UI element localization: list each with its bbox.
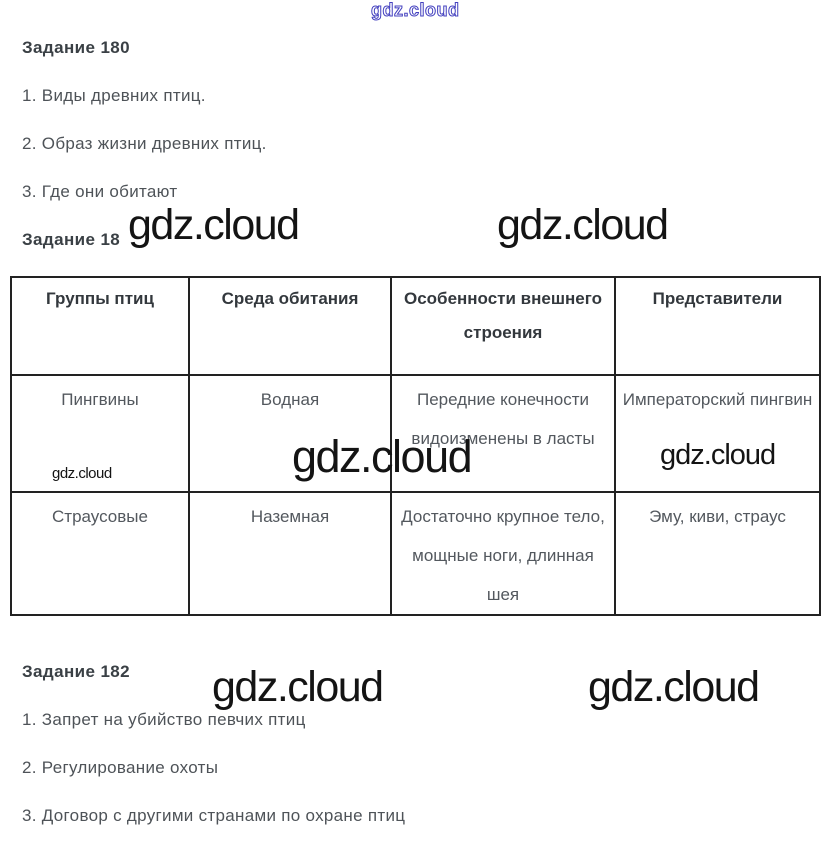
- cell-representatives: Эму, киви, страус: [614, 491, 821, 616]
- task-182-heading: Задание 182: [22, 662, 131, 681]
- watermark-gdz-cloud: gdz.cloud: [128, 201, 300, 249]
- cell-group: Страусовые: [10, 491, 190, 616]
- watermark-gdz-cloud: gdz.cloud: [497, 201, 669, 249]
- task-180-item-3: 3. Где они обитают: [22, 182, 178, 201]
- birds-table: Группы птиц Среда обитания Особенности в…: [10, 276, 821, 616]
- watermark-gdz-cloud-outline: gdz.cloud: [371, 0, 460, 20]
- column-header-features: Особенности внешнего строения: [390, 276, 616, 376]
- task-182-item-3: 3. Договор с другими странами по охране …: [22, 806, 406, 825]
- watermark-gdz-cloud: gdz.cloud: [52, 465, 112, 482]
- column-header-groups: Группы птиц: [10, 276, 190, 376]
- table-header-row: Группы птиц Среда обитания Особенности в…: [10, 276, 821, 376]
- task-182-item-1: 1. Запрет на убийство певчих птиц: [22, 710, 306, 729]
- table-row: Пингвины Водная Передние конечности видо…: [10, 374, 821, 493]
- task-180-item-2: 2. Образ жизни древних птиц.: [22, 134, 267, 153]
- cell-habitat: Наземная: [188, 491, 392, 616]
- watermark-gdz-cloud: gdz.cloud: [212, 663, 384, 711]
- watermark-gdz-cloud: gdz.cloud: [660, 439, 776, 471]
- task-180-item-1: 1. Виды древних птиц.: [22, 86, 206, 105]
- column-header-representatives: Представители: [614, 276, 821, 376]
- table-row: Страусовые Наземная Достаточно крупное т…: [10, 491, 821, 616]
- cell-group: Пингвины: [10, 374, 190, 493]
- cell-habitat: Водная: [188, 374, 392, 493]
- cell-representatives: Императорский пингвин: [614, 374, 821, 493]
- cell-features: Передние конечности видоизменены в ласты: [390, 374, 616, 493]
- task-182-item-2: 2. Регулирование охоты: [22, 758, 219, 777]
- watermark-gdz-cloud: gdz.cloud: [292, 431, 473, 482]
- column-header-habitat: Среда обитания: [188, 276, 392, 376]
- task-180-heading: Задание 180: [22, 38, 131, 57]
- watermark-gdz-cloud: gdz.cloud: [588, 663, 760, 711]
- cell-features: Достаточно крупное тело, мощные ноги, дл…: [390, 491, 616, 616]
- task-181-heading: Задание 18: [22, 230, 121, 249]
